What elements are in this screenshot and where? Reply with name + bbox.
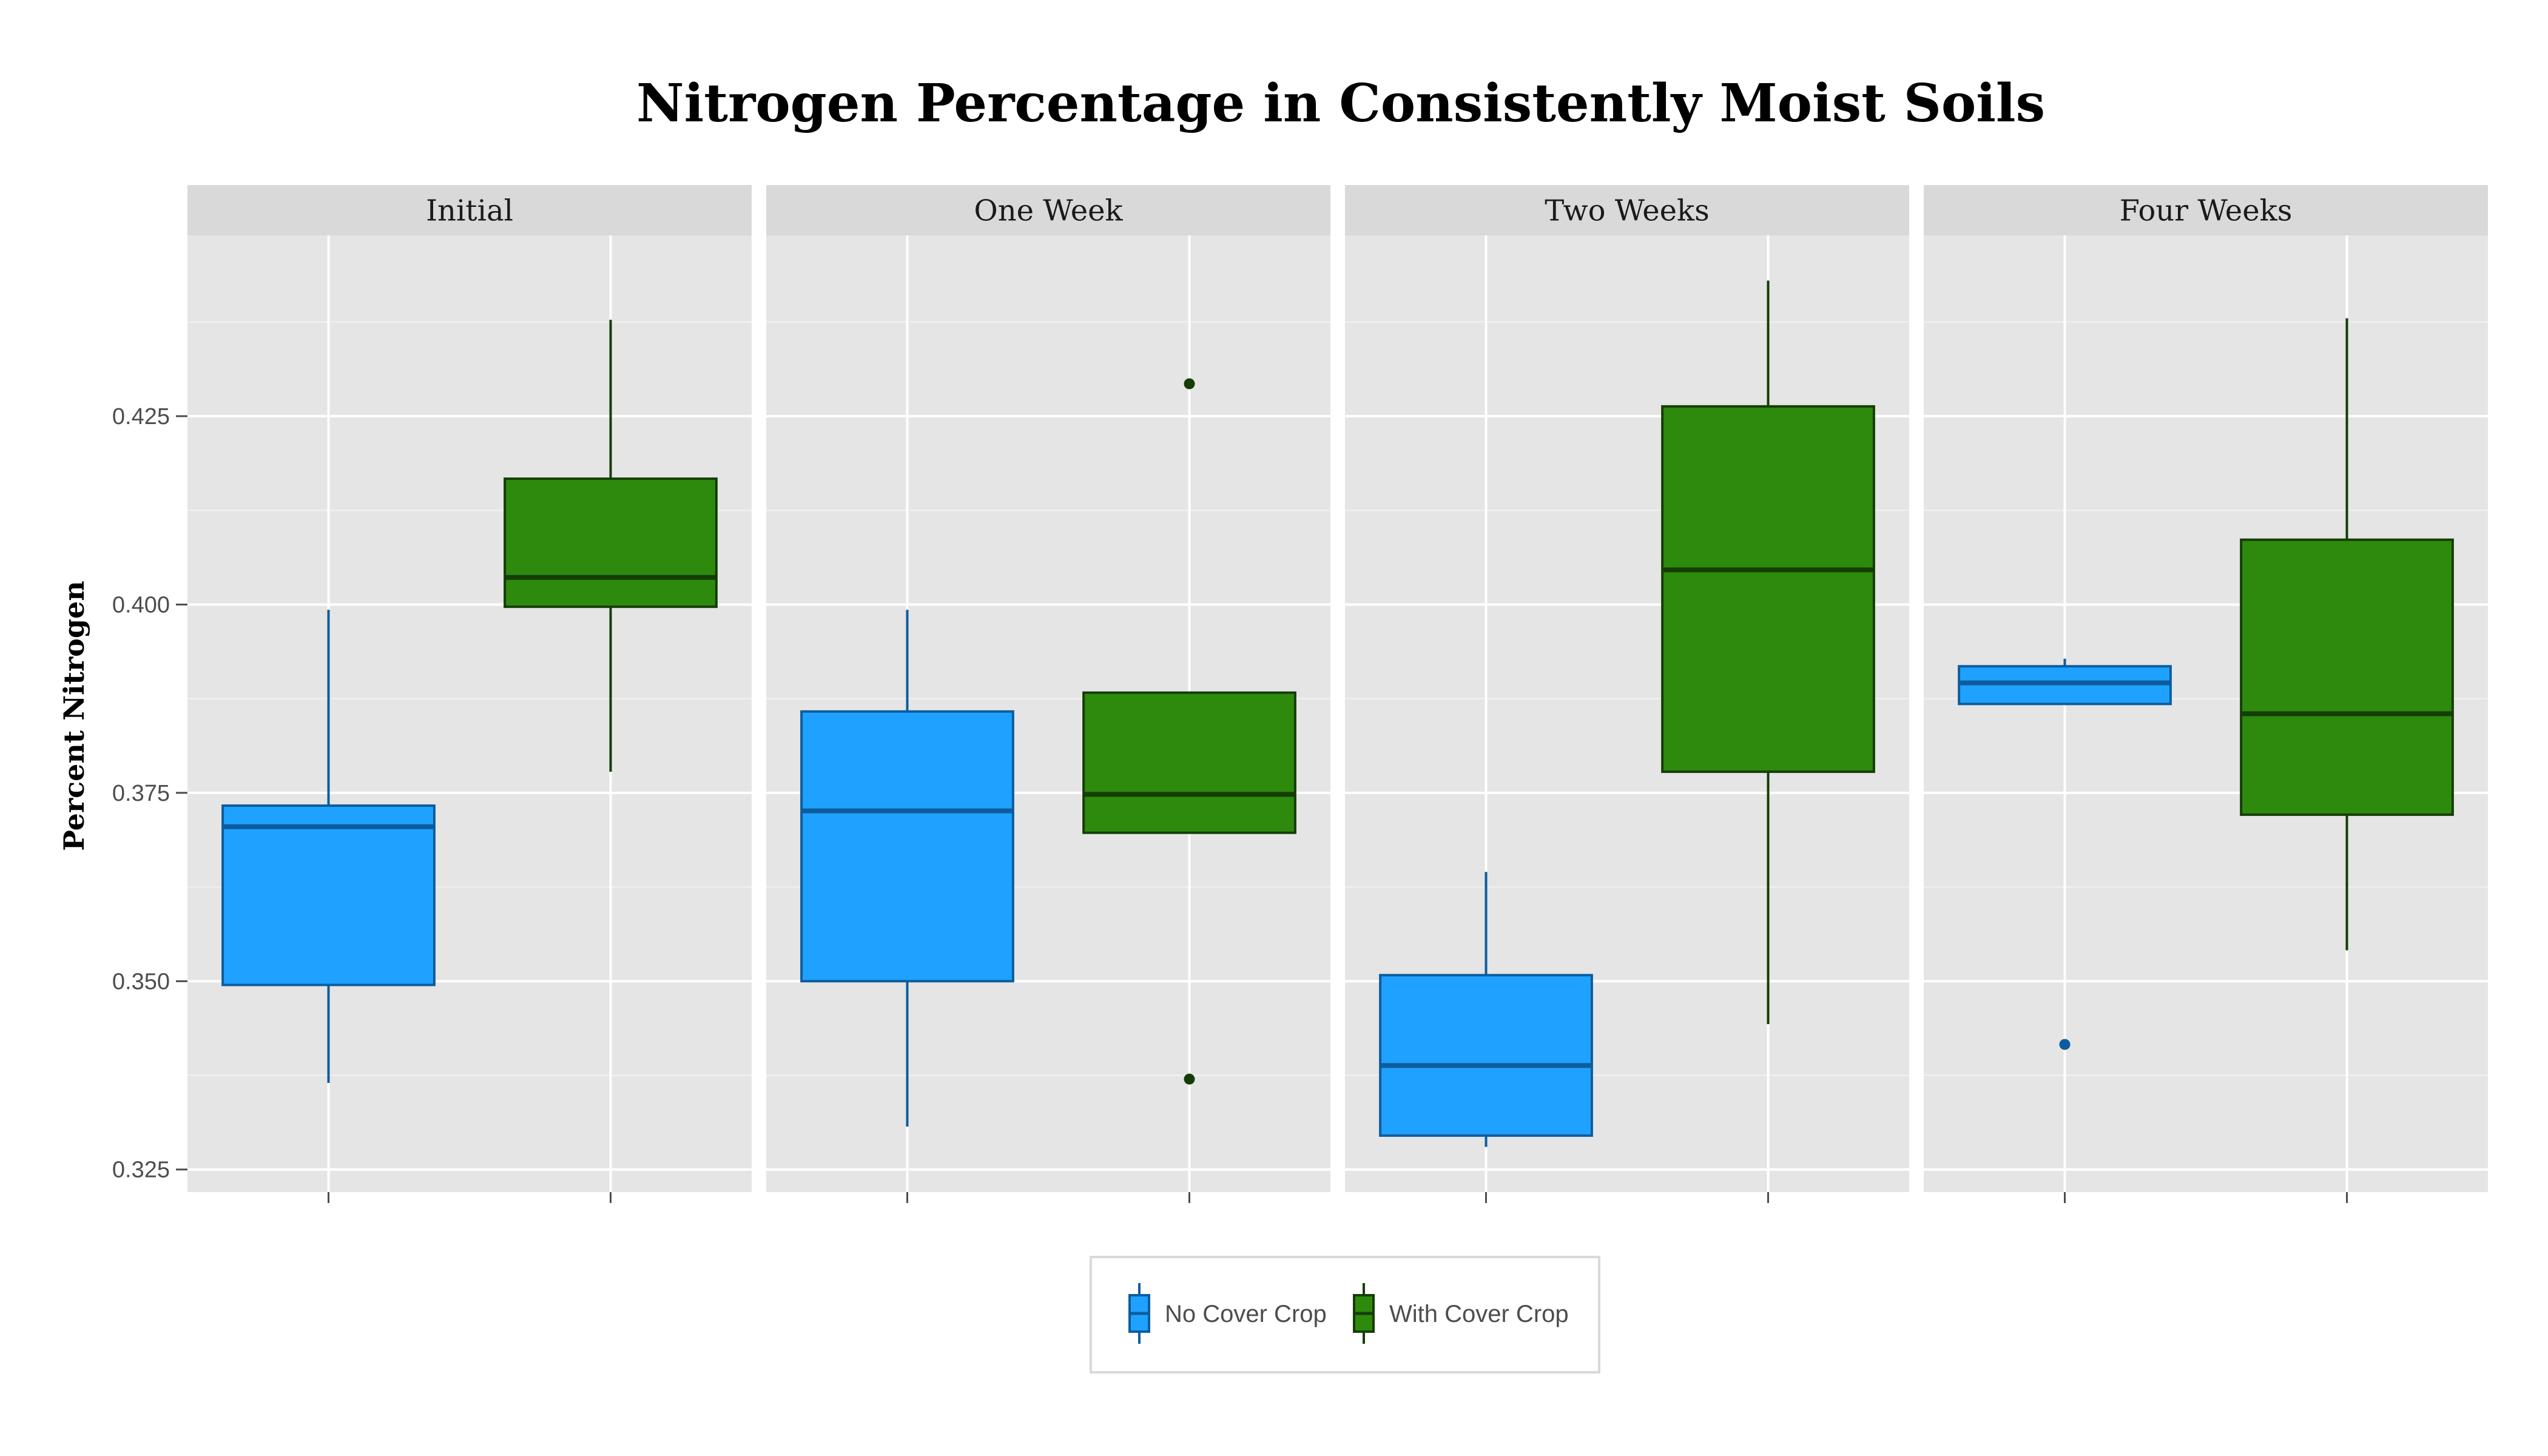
facet-strip [1924, 185, 2488, 235]
facet-strip-label: Initial [426, 194, 513, 228]
legend-label: No Cover Crop [1165, 1301, 1327, 1327]
box-iqr [2240, 538, 2454, 816]
boxplot [2240, 318, 2454, 951]
outlier-point [2059, 1039, 2071, 1050]
facet-panel: One Week [766, 185, 1330, 1203]
box-iqr [221, 804, 436, 986]
outlier-point [1184, 1073, 1195, 1085]
y-axis-label: Percent Nitrogen [58, 581, 90, 851]
y-tick-label: 0.325 [112, 1158, 170, 1183]
facet-strip-label: One Week [974, 194, 1123, 228]
boxplot [1958, 658, 2172, 1050]
boxplot [1379, 872, 1593, 1147]
facet-strip-label: Two Weeks [1545, 194, 1710, 228]
y-tick-label: 0.375 [112, 781, 170, 806]
box-iqr [1082, 691, 1296, 834]
facet-panel: Initial [187, 185, 752, 1203]
facet-strip [187, 185, 752, 235]
box-iqr [1379, 974, 1593, 1137]
facet-panel: Two Weeks [1345, 185, 1909, 1203]
legend-item: With Cover Crop [1353, 1283, 1569, 1344]
facet-panels: Initial One Week Two Weeks Four Weeks [187, 185, 2488, 1203]
y-tick-label: 0.350 [112, 969, 170, 994]
y-tick-label: 0.425 [112, 404, 170, 430]
y-tick-label: 0.400 [112, 592, 170, 618]
panel-background [187, 235, 752, 1192]
outlier-point [1184, 378, 1195, 389]
boxplot [504, 320, 718, 772]
box-iqr [800, 710, 1014, 983]
boxplot [800, 610, 1014, 1127]
boxplot [1082, 378, 1296, 1085]
y-axis: 0.325 0.350 0.375 0.400 0.425 [112, 404, 187, 1183]
facet-strip [766, 185, 1330, 235]
boxplot [221, 610, 436, 1083]
facet-strip [1345, 185, 1909, 235]
facet-panel: Four Weeks [1924, 185, 2488, 1203]
legend-label: With Cover Crop [1389, 1301, 1569, 1327]
box-iqr [1661, 405, 1875, 774]
legend-item: No Cover Crop [1128, 1283, 1327, 1344]
legend: No Cover Crop With Cover Crop [1090, 1256, 1600, 1373]
legend-box [1090, 1256, 1600, 1373]
chart-title: Nitrogen Percentage in Consistently Mois… [636, 73, 2045, 134]
facet-strip-label: Four Weeks [2120, 194, 2293, 228]
box-iqr [504, 477, 718, 608]
boxplot [1661, 280, 1875, 1025]
